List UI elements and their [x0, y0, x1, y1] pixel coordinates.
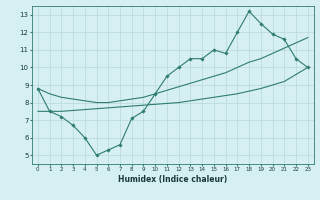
X-axis label: Humidex (Indice chaleur): Humidex (Indice chaleur)	[118, 175, 228, 184]
